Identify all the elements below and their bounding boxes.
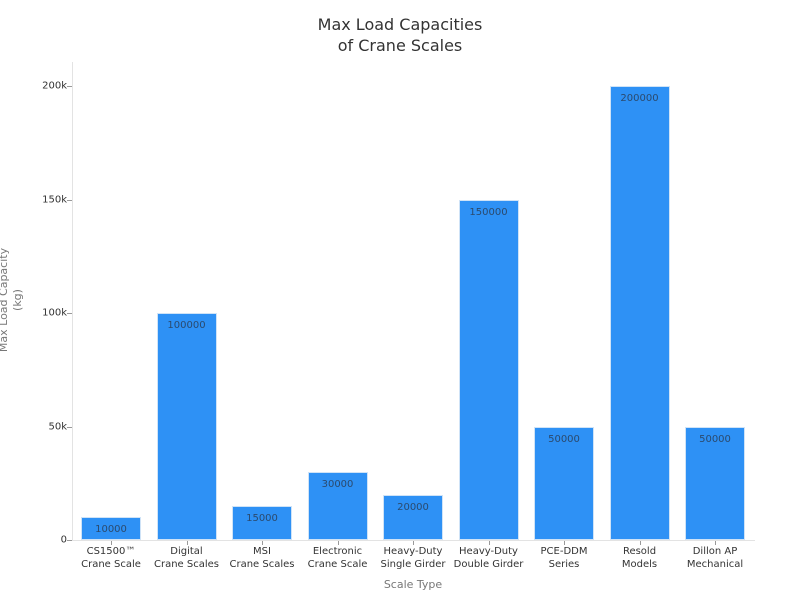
bar[interactable]: 50000 <box>685 426 745 540</box>
x-tick-mark <box>639 541 641 545</box>
x-tick-mark <box>488 541 490 545</box>
x-tick-label-line: Resold <box>622 546 657 557</box>
bar[interactable]: 200000 <box>609 86 670 540</box>
x-tick-label-line: Double Girder <box>453 558 524 570</box>
bar-value-label: 200000 <box>620 93 659 104</box>
x-tick-label-line: Digital <box>170 546 203 557</box>
bar-value-label: 30000 <box>321 478 354 490</box>
chart-title-line-2: of Crane Scales <box>337 36 463 55</box>
bar[interactable]: 100000 <box>156 313 217 540</box>
bar[interactable]: 150000 <box>458 199 519 540</box>
x-tick-label-line: Crane Scales <box>229 558 295 570</box>
x-tick-mark <box>262 541 263 545</box>
bar-value-label: 150000 <box>469 206 508 218</box>
x-tick-label-line: Models <box>621 558 658 570</box>
x-axis-label: Scale Type <box>383 578 443 591</box>
y-tick-mark <box>67 86 72 87</box>
chart-title-line-1: Max Load Capacities <box>317 15 483 34</box>
bar[interactable]: 10000 <box>81 517 141 540</box>
bar-value-label: 50000 <box>699 433 731 445</box>
x-tick-mark <box>564 541 565 545</box>
bar-value-label: 50000 <box>548 433 580 445</box>
x-tick-label: PCE-DDM Series <box>541 546 588 571</box>
x-tick-label: CS1500™ Crane Scale <box>81 546 141 571</box>
y-tick-label: 200k <box>42 80 67 92</box>
x-tick-label: Heavy-Duty Double Girder <box>454 546 524 571</box>
x-tick-label-line: MSI <box>253 546 271 557</box>
bar-value-label: 10000 <box>95 524 127 536</box>
x-tick-label: MSI Crane Scales <box>229 546 294 571</box>
x-tick-label-line: Electronic <box>312 546 363 557</box>
y-tick-mark <box>67 313 72 314</box>
x-tick-label-line: Series <box>548 558 580 570</box>
x-tick-label-line: Crane Scale <box>307 558 368 570</box>
x-tick-label-line: Mechanical <box>686 558 744 570</box>
x-tick-label-line: Heavy-Duty <box>459 546 518 557</box>
y-axis-label: Max Load Capacity (kg) <box>0 248 25 352</box>
x-tick-label: Heavy-Duty Single Girder <box>381 546 446 571</box>
x-tick-mark <box>413 541 414 545</box>
y-tick-label: 0 <box>60 534 67 546</box>
x-tick-label-line: CS1500™ <box>86 546 136 557</box>
x-tick-mark <box>337 541 339 545</box>
bar[interactable]: 30000 <box>307 471 368 540</box>
y-tick-label: 100k <box>42 307 67 319</box>
y-tick-mark <box>67 199 72 201</box>
y-tick-label: 50k <box>48 421 67 432</box>
x-tick-label-line: Crane Scales <box>153 558 220 570</box>
y-axis-line <box>72 62 73 541</box>
y-axis-label-line-2: (kg) <box>11 289 24 311</box>
y-tick-mark <box>67 540 72 541</box>
bar-value-label: 15000 <box>246 512 278 524</box>
bar[interactable]: 15000 <box>232 505 292 540</box>
y-tick-label: 150k <box>42 194 67 205</box>
x-tick-label-line: Crane Scale <box>81 558 141 570</box>
bar[interactable]: 50000 <box>534 426 594 540</box>
x-tick-label-line: Dillon AP <box>692 546 738 557</box>
bar-value-label: 20000 <box>397 501 429 513</box>
x-tick-label: Dillon AP Mechanical <box>687 546 743 571</box>
x-tick-label: Electronic Crane Scale <box>308 546 368 571</box>
bar-value-label: 100000 <box>167 320 206 331</box>
x-tick-label: Digital Crane Scales <box>154 546 219 571</box>
x-tick-label-line: PCE-DDM <box>540 546 588 557</box>
x-tick-label-line: Heavy-Duty <box>383 546 443 557</box>
x-tick-label: Resold Models <box>622 546 657 571</box>
chart-title: Max Load Capacities of Crane Scales <box>0 14 800 56</box>
x-axis-line <box>72 540 755 541</box>
y-axis-label-line-1: Max Load Capacity <box>0 247 10 353</box>
x-tick-mark <box>111 541 112 545</box>
x-tick-mark <box>715 541 716 545</box>
x-tick-mark <box>186 541 188 545</box>
x-tick-label-line: Single Girder <box>380 558 446 570</box>
y-tick-mark <box>67 426 72 428</box>
bar[interactable]: 20000 <box>383 494 443 540</box>
